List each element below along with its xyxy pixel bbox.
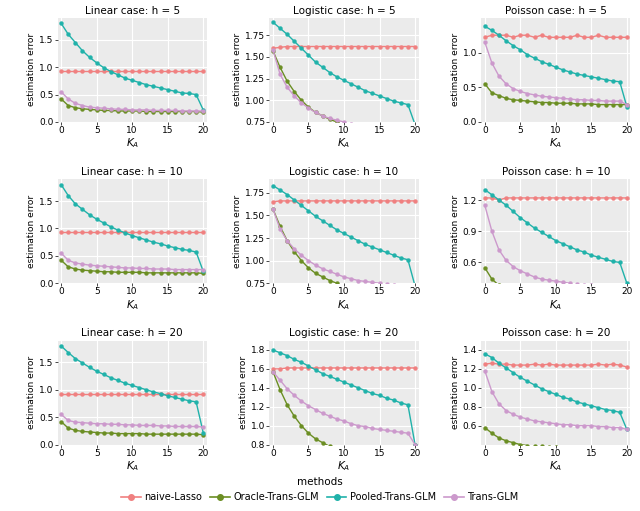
Title: Linear case: h = 10: Linear case: h = 10: [81, 167, 183, 177]
Y-axis label: estimation error: estimation error: [28, 33, 36, 106]
Y-axis label: estimation error: estimation error: [28, 356, 36, 429]
Title: Poisson case: h = 20: Poisson case: h = 20: [502, 329, 610, 338]
Title: Logistic case: h = 20: Logistic case: h = 20: [289, 329, 399, 338]
Y-axis label: estimation error: estimation error: [234, 195, 243, 268]
X-axis label: $K_A$: $K_A$: [549, 136, 563, 150]
X-axis label: $K_A$: $K_A$: [549, 298, 563, 312]
Y-axis label: estimation error: estimation error: [28, 195, 36, 268]
Y-axis label: estimation error: estimation error: [451, 356, 460, 429]
Y-axis label: estimation error: estimation error: [451, 195, 460, 268]
Title: Logistic case: h = 10: Logistic case: h = 10: [289, 167, 399, 177]
Y-axis label: estimation error: estimation error: [451, 33, 460, 106]
X-axis label: $K_A$: $K_A$: [125, 298, 139, 312]
X-axis label: $K_A$: $K_A$: [337, 298, 351, 312]
Title: Poisson case: h = 10: Poisson case: h = 10: [502, 167, 610, 177]
X-axis label: $K_A$: $K_A$: [125, 459, 139, 473]
X-axis label: $K_A$: $K_A$: [337, 136, 351, 150]
Y-axis label: estimation error: estimation error: [239, 356, 248, 429]
Title: Poisson case: h = 5: Poisson case: h = 5: [505, 6, 607, 16]
X-axis label: $K_A$: $K_A$: [125, 136, 139, 150]
Legend: naive-Lasso, Oracle-Trans-GLM, Pooled-Trans-GLM, Trans-GLM: naive-Lasso, Oracle-Trans-GLM, Pooled-Tr…: [117, 474, 523, 506]
Y-axis label: estimation error: estimation error: [234, 33, 243, 106]
X-axis label: $K_A$: $K_A$: [337, 459, 351, 473]
Title: Linear case: h = 5: Linear case: h = 5: [84, 6, 180, 16]
Title: Logistic case: h = 5: Logistic case: h = 5: [292, 6, 396, 16]
X-axis label: $K_A$: $K_A$: [549, 459, 563, 473]
Title: Linear case: h = 20: Linear case: h = 20: [81, 329, 183, 338]
